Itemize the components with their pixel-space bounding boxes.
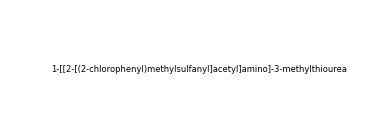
Text: 1-[[2-[(2-chlorophenyl)methylsulfanyl]acetyl]amino]-3-methylthiourea: 1-[[2-[(2-chlorophenyl)methylsulfanyl]ac… (51, 65, 347, 74)
